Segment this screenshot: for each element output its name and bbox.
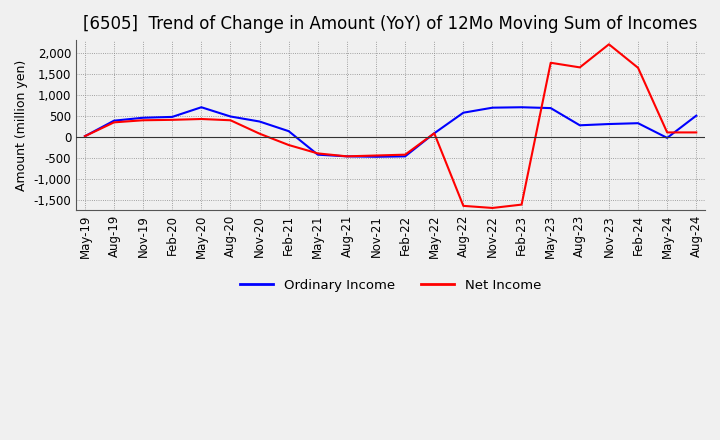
Net Income bbox=[284, 143, 293, 148]
Ordinary Income bbox=[692, 113, 701, 118]
Ordinary Income bbox=[343, 154, 351, 159]
Net Income bbox=[226, 117, 235, 123]
Net Income bbox=[256, 131, 264, 136]
Ordinary Income bbox=[546, 106, 555, 111]
Net Income bbox=[692, 130, 701, 135]
Net Income bbox=[197, 116, 206, 121]
Ordinary Income bbox=[575, 123, 584, 128]
Ordinary Income bbox=[197, 105, 206, 110]
Ordinary Income bbox=[517, 105, 526, 110]
Net Income bbox=[488, 205, 497, 211]
Net Income bbox=[313, 151, 322, 156]
Ordinary Income bbox=[459, 110, 468, 115]
Ordinary Income bbox=[430, 131, 438, 136]
Title: [6505]  Trend of Change in Amount (YoY) of 12Mo Moving Sum of Incomes: [6505] Trend of Change in Amount (YoY) o… bbox=[84, 15, 698, 33]
Ordinary Income bbox=[139, 115, 148, 121]
Net Income bbox=[605, 42, 613, 47]
Line: Ordinary Income: Ordinary Income bbox=[85, 107, 696, 157]
Net Income bbox=[168, 117, 176, 122]
Net Income bbox=[517, 202, 526, 207]
Net Income bbox=[372, 153, 380, 158]
Net Income bbox=[575, 65, 584, 70]
Line: Net Income: Net Income bbox=[85, 44, 696, 208]
Ordinary Income bbox=[401, 154, 410, 159]
Ordinary Income bbox=[634, 121, 642, 126]
Net Income bbox=[139, 117, 148, 123]
Ordinary Income bbox=[256, 119, 264, 124]
Ordinary Income bbox=[372, 154, 380, 159]
Ordinary Income bbox=[488, 105, 497, 110]
Net Income bbox=[109, 120, 118, 125]
Net Income bbox=[430, 131, 438, 136]
Ordinary Income bbox=[284, 128, 293, 134]
Ordinary Income bbox=[313, 152, 322, 158]
Y-axis label: Amount (million yen): Amount (million yen) bbox=[15, 59, 28, 191]
Ordinary Income bbox=[109, 118, 118, 123]
Legend: Ordinary Income, Net Income: Ordinary Income, Net Income bbox=[235, 273, 546, 297]
Net Income bbox=[81, 134, 89, 139]
Ordinary Income bbox=[663, 135, 672, 140]
Net Income bbox=[401, 152, 410, 158]
Net Income bbox=[546, 60, 555, 66]
Net Income bbox=[459, 203, 468, 209]
Net Income bbox=[634, 65, 642, 70]
Net Income bbox=[663, 130, 672, 135]
Ordinary Income bbox=[226, 114, 235, 119]
Ordinary Income bbox=[605, 121, 613, 127]
Ordinary Income bbox=[81, 134, 89, 139]
Ordinary Income bbox=[168, 114, 176, 120]
Net Income bbox=[343, 154, 351, 159]
